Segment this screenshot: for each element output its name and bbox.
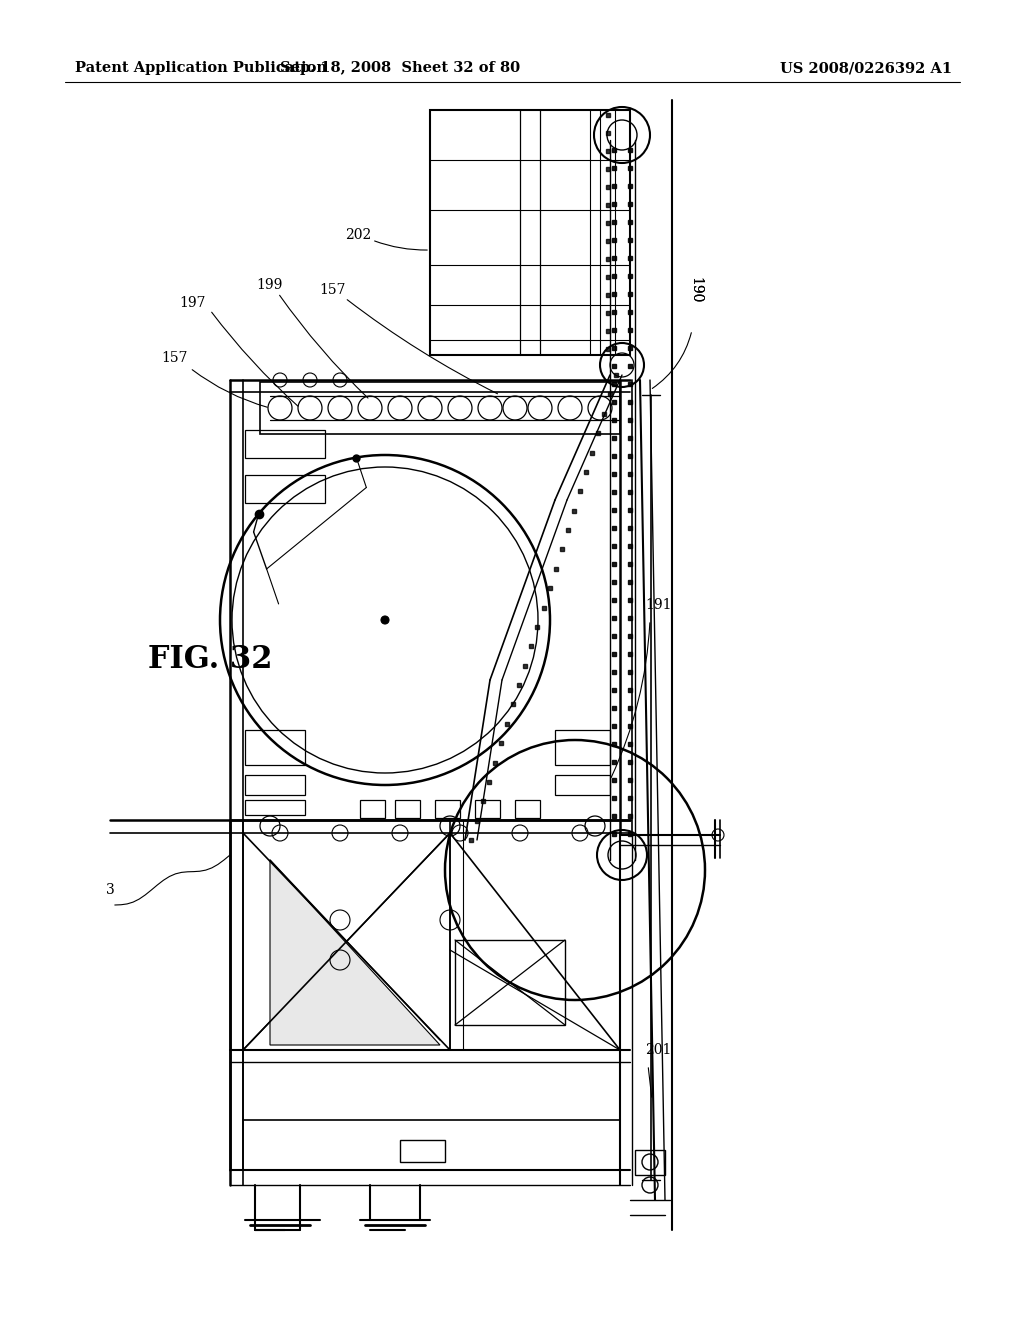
Text: 201: 201 <box>645 1043 672 1057</box>
Text: 199: 199 <box>257 279 284 292</box>
Bar <box>430 110 630 355</box>
Text: FIG. 32: FIG. 32 <box>148 644 272 676</box>
Bar <box>395 800 420 818</box>
Bar <box>245 730 305 766</box>
Bar <box>555 775 610 795</box>
Bar <box>635 1150 665 1175</box>
Bar <box>555 730 610 766</box>
Text: 191: 191 <box>645 598 672 612</box>
Polygon shape <box>270 861 440 1045</box>
Text: Patent Application Publication: Patent Application Publication <box>75 61 327 75</box>
Bar <box>245 475 325 503</box>
Text: Sep. 18, 2008  Sheet 32 of 80: Sep. 18, 2008 Sheet 32 of 80 <box>280 61 520 75</box>
Text: 157: 157 <box>319 282 346 297</box>
Text: 202: 202 <box>345 228 371 242</box>
Bar <box>260 381 620 434</box>
Circle shape <box>381 616 389 624</box>
Text: US 2008/0226392 A1: US 2008/0226392 A1 <box>780 61 952 75</box>
Bar <box>400 1140 445 1162</box>
Text: 3: 3 <box>105 883 115 898</box>
Bar <box>475 800 500 818</box>
Bar <box>515 800 540 818</box>
Text: 190: 190 <box>688 277 702 304</box>
Text: 197: 197 <box>180 296 206 310</box>
Bar <box>455 940 565 1026</box>
Bar <box>245 800 305 814</box>
Bar <box>245 775 305 795</box>
Bar <box>435 800 460 818</box>
Bar <box>360 800 385 818</box>
Text: 190: 190 <box>688 277 702 304</box>
Bar <box>245 430 325 458</box>
Text: 157: 157 <box>162 351 188 366</box>
